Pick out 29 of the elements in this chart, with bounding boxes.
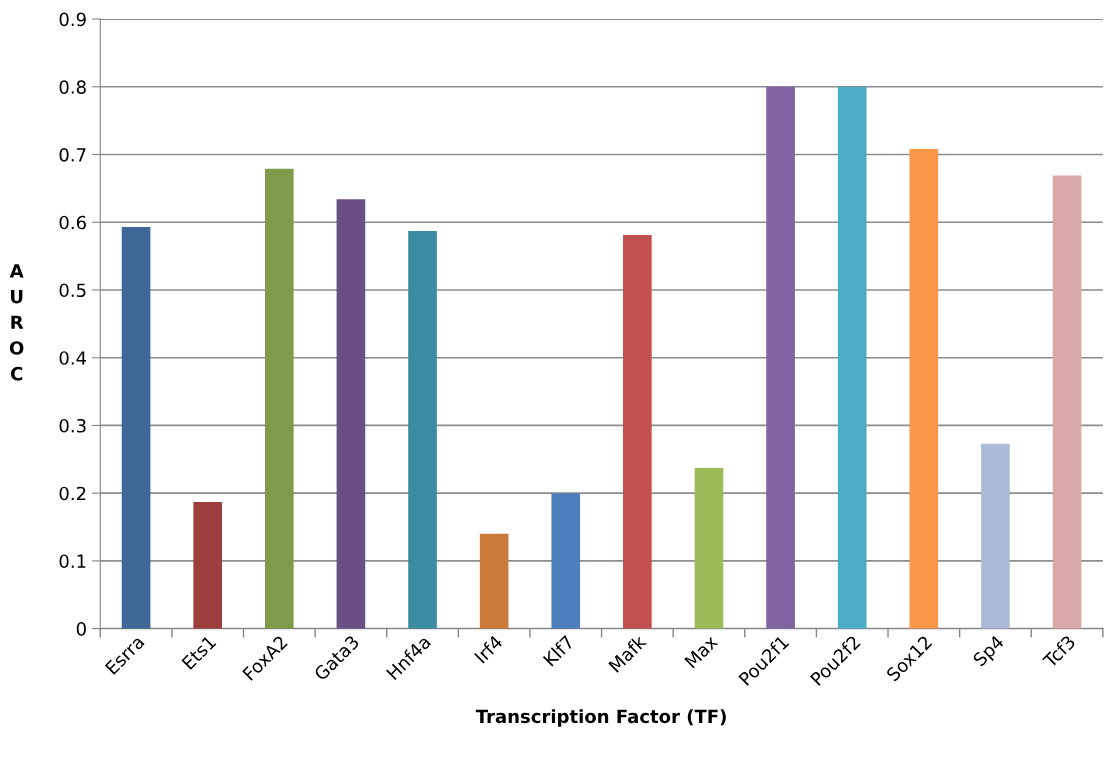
y-tick-label: 0.7	[59, 147, 86, 162]
bar	[193, 501, 222, 629]
x-tick-label: Sp4	[972, 634, 1008, 670]
x-tick-label: Tcf3	[1041, 634, 1076, 669]
y-tick-label: 0.1	[59, 554, 86, 569]
bar	[1052, 175, 1082, 629]
bar	[837, 86, 867, 629]
y-axis-title: AUROC	[9, 264, 24, 381]
x-tick-label: Irf4	[473, 634, 504, 664]
x-axis-title: Transcription Factor (TF)	[475, 709, 726, 727]
bar	[121, 226, 151, 629]
bar	[909, 149, 939, 629]
bar	[694, 468, 724, 629]
bar	[623, 235, 652, 629]
y-tick-label: 0.2	[59, 486, 86, 501]
bar	[981, 443, 1010, 629]
bar	[766, 86, 795, 629]
y-tick-label: 0.9	[59, 12, 86, 27]
bar	[479, 533, 509, 629]
bar	[551, 493, 581, 629]
bar	[408, 231, 437, 629]
y-tick-label: 0.8	[59, 80, 86, 94]
y-tick-label: 0.5	[59, 283, 86, 298]
bar	[336, 199, 366, 629]
bar	[264, 168, 294, 629]
y-tick-label: 0.4	[59, 351, 87, 365]
y-tick-label: 0.3	[59, 418, 86, 433]
y-tick-label: 0	[76, 622, 86, 636]
y-tick-label: 0.6	[59, 215, 86, 230]
